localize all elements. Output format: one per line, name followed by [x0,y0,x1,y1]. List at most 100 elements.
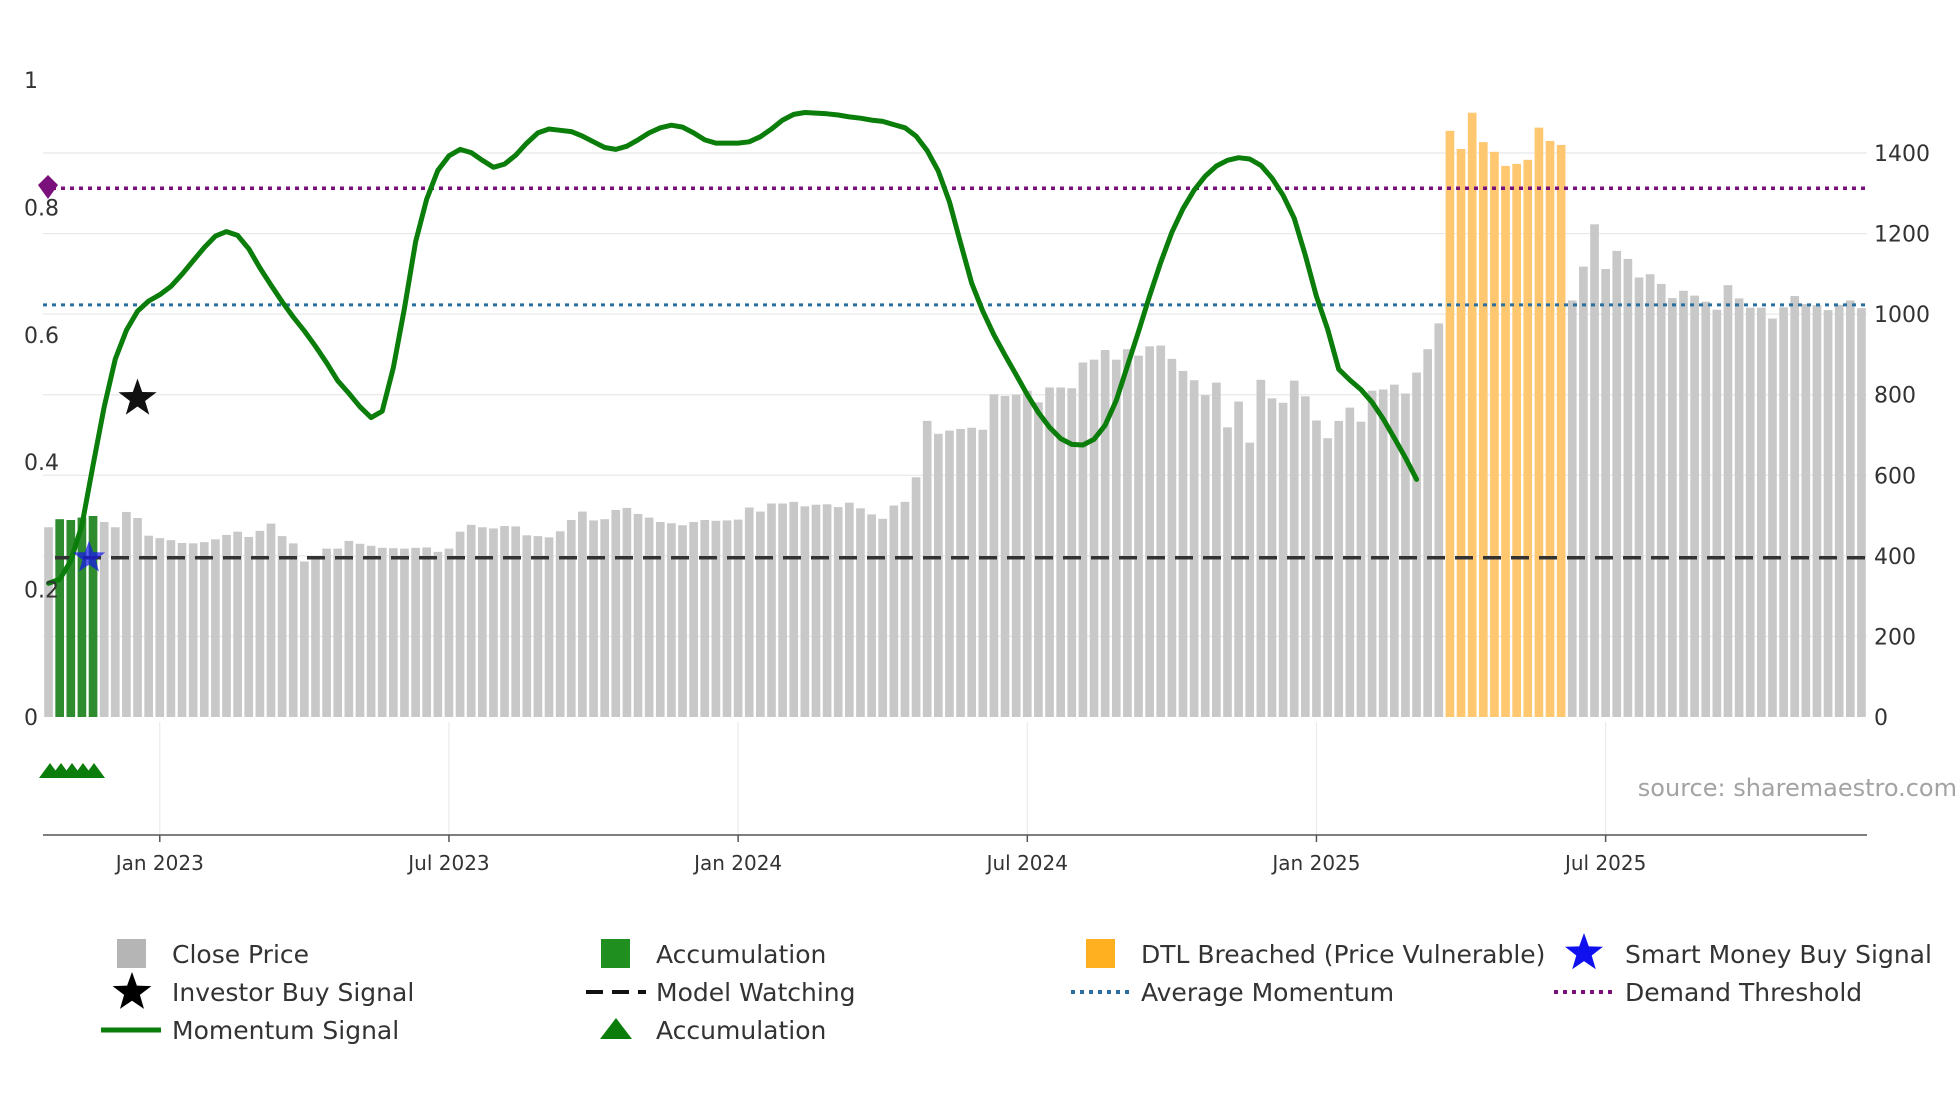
close-price-bar [722,520,732,717]
close-price-bar [689,522,698,717]
x-axis-tick: Jul 2023 [406,851,489,875]
close-price-bar [366,545,376,717]
close-price-bar [1401,393,1410,717]
close-price-bar [322,548,331,717]
dtl-breached-bar [1501,165,1510,718]
legend: Close Price Accumulation DTL Breached (P… [101,933,1932,1045]
close-price-bar [845,502,854,717]
accumulation-bar [55,519,65,717]
close-price-bar [1334,420,1344,717]
close-price-bar [1612,250,1622,717]
legend-accumulation-marker-icon [600,1018,632,1039]
axes: 0 0.2 0.4 0.6 0.8 1 0 200 400 600 800 1000 1200 1400 J… [24,69,1930,875]
close-price-bar [466,524,476,717]
legend-dtl-label: DTL Breached (Price Vulnerable) [1141,940,1545,969]
close-price-bar [122,511,131,717]
close-price-bar [1857,308,1866,717]
close-price-bar [355,543,365,717]
close-price-bar [511,526,521,717]
close-price-bar [1823,310,1833,717]
close-price-bar [933,433,943,717]
close-price-bar [277,536,287,717]
close-price-bar [945,430,954,717]
close-price-bar [211,539,220,717]
demand-threshold-marker [38,175,58,199]
close-price-bar [1434,323,1444,717]
close-price-bar [733,519,743,717]
close-price-bar [767,503,776,717]
close-price-bar [500,526,509,717]
close-price-bar [822,504,832,717]
close-price-bar [1412,372,1421,717]
close-price-bar [1656,283,1666,717]
close-price-bar [166,540,176,717]
close-price-bar [1779,307,1788,717]
close-price-bar [255,530,265,717]
dtl-breached-bar [1534,127,1544,718]
close-price-bar [1712,309,1722,717]
close-price-bar [1289,380,1299,717]
close-price-bar [711,520,721,717]
close-price-bar [110,527,120,717]
close-price-bar [1323,438,1332,717]
close-price-bar [956,428,965,717]
close-price-bar [1812,305,1822,717]
close-price-bar [522,535,532,717]
smart-money-buy-signal [72,540,106,572]
legend-dtl-swatch [1086,939,1115,968]
close-price-bar [756,511,765,717]
left-axis-tick: 0.6 [24,324,59,349]
close-price-bar [433,551,443,717]
close-price-bar [99,522,109,717]
close-price-bar [1801,304,1811,717]
legend-accumulation-label: Accumulation [656,940,826,969]
close-price-bar [1067,388,1077,717]
x-axis-tick: Jan 2025 [1270,851,1360,875]
dtl-breached-bar [1467,112,1477,717]
close-price-bar [578,511,587,717]
close-price-bar [1022,390,1032,717]
right-axis-tick: 800 [1874,384,1916,409]
close-price-bar [389,548,398,717]
close-price-bar [344,540,354,717]
right-axis-tick: 0 [1874,706,1888,731]
close-price-bar [300,561,309,717]
close-price-bar [1356,421,1366,717]
close-price-bar [978,429,988,717]
close-price-bar [655,522,665,717]
dtl-breached-bar [1523,159,1533,717]
close-price-bar [867,514,876,717]
close-price-bar [1100,349,1110,717]
close-price-bar [177,542,187,717]
close-price-bar [1111,359,1121,717]
close-price-bar [1034,402,1043,717]
left-axis-tick: 1 [24,69,38,94]
close-price-bar [1768,318,1777,717]
close-price-bar [1256,379,1266,717]
close-price-bar [199,542,209,717]
close-price-bar [544,537,554,717]
dtl-breached-bar [1490,151,1499,717]
close-price-bar [800,506,810,717]
source-label: source: sharemaestro.com [1638,774,1957,802]
close-price-bar [1178,370,1188,717]
close-price-bar [1000,395,1010,717]
legend-smart-money-icon [1565,933,1603,970]
close-price-bar [811,504,821,717]
close-price-bar [1579,266,1588,717]
x-axis-tick: Jul 2025 [1563,851,1646,875]
right-axis-tick: 200 [1874,625,1916,650]
close-price-bar [1078,362,1088,717]
close-price-bar [411,547,420,717]
x-axis-tick: Jul 2024 [985,851,1068,875]
right-axis-tick: 1200 [1874,223,1930,248]
close-price-bar [1345,407,1355,717]
close-price-bar [489,528,498,717]
legend-accumulation-swatch [601,939,630,968]
close-price-bar [1757,307,1766,717]
close-price-bar [1367,390,1377,717]
close-price-bar [678,525,687,717]
close-price-bar [700,520,710,717]
close-price-bar [1278,402,1288,717]
